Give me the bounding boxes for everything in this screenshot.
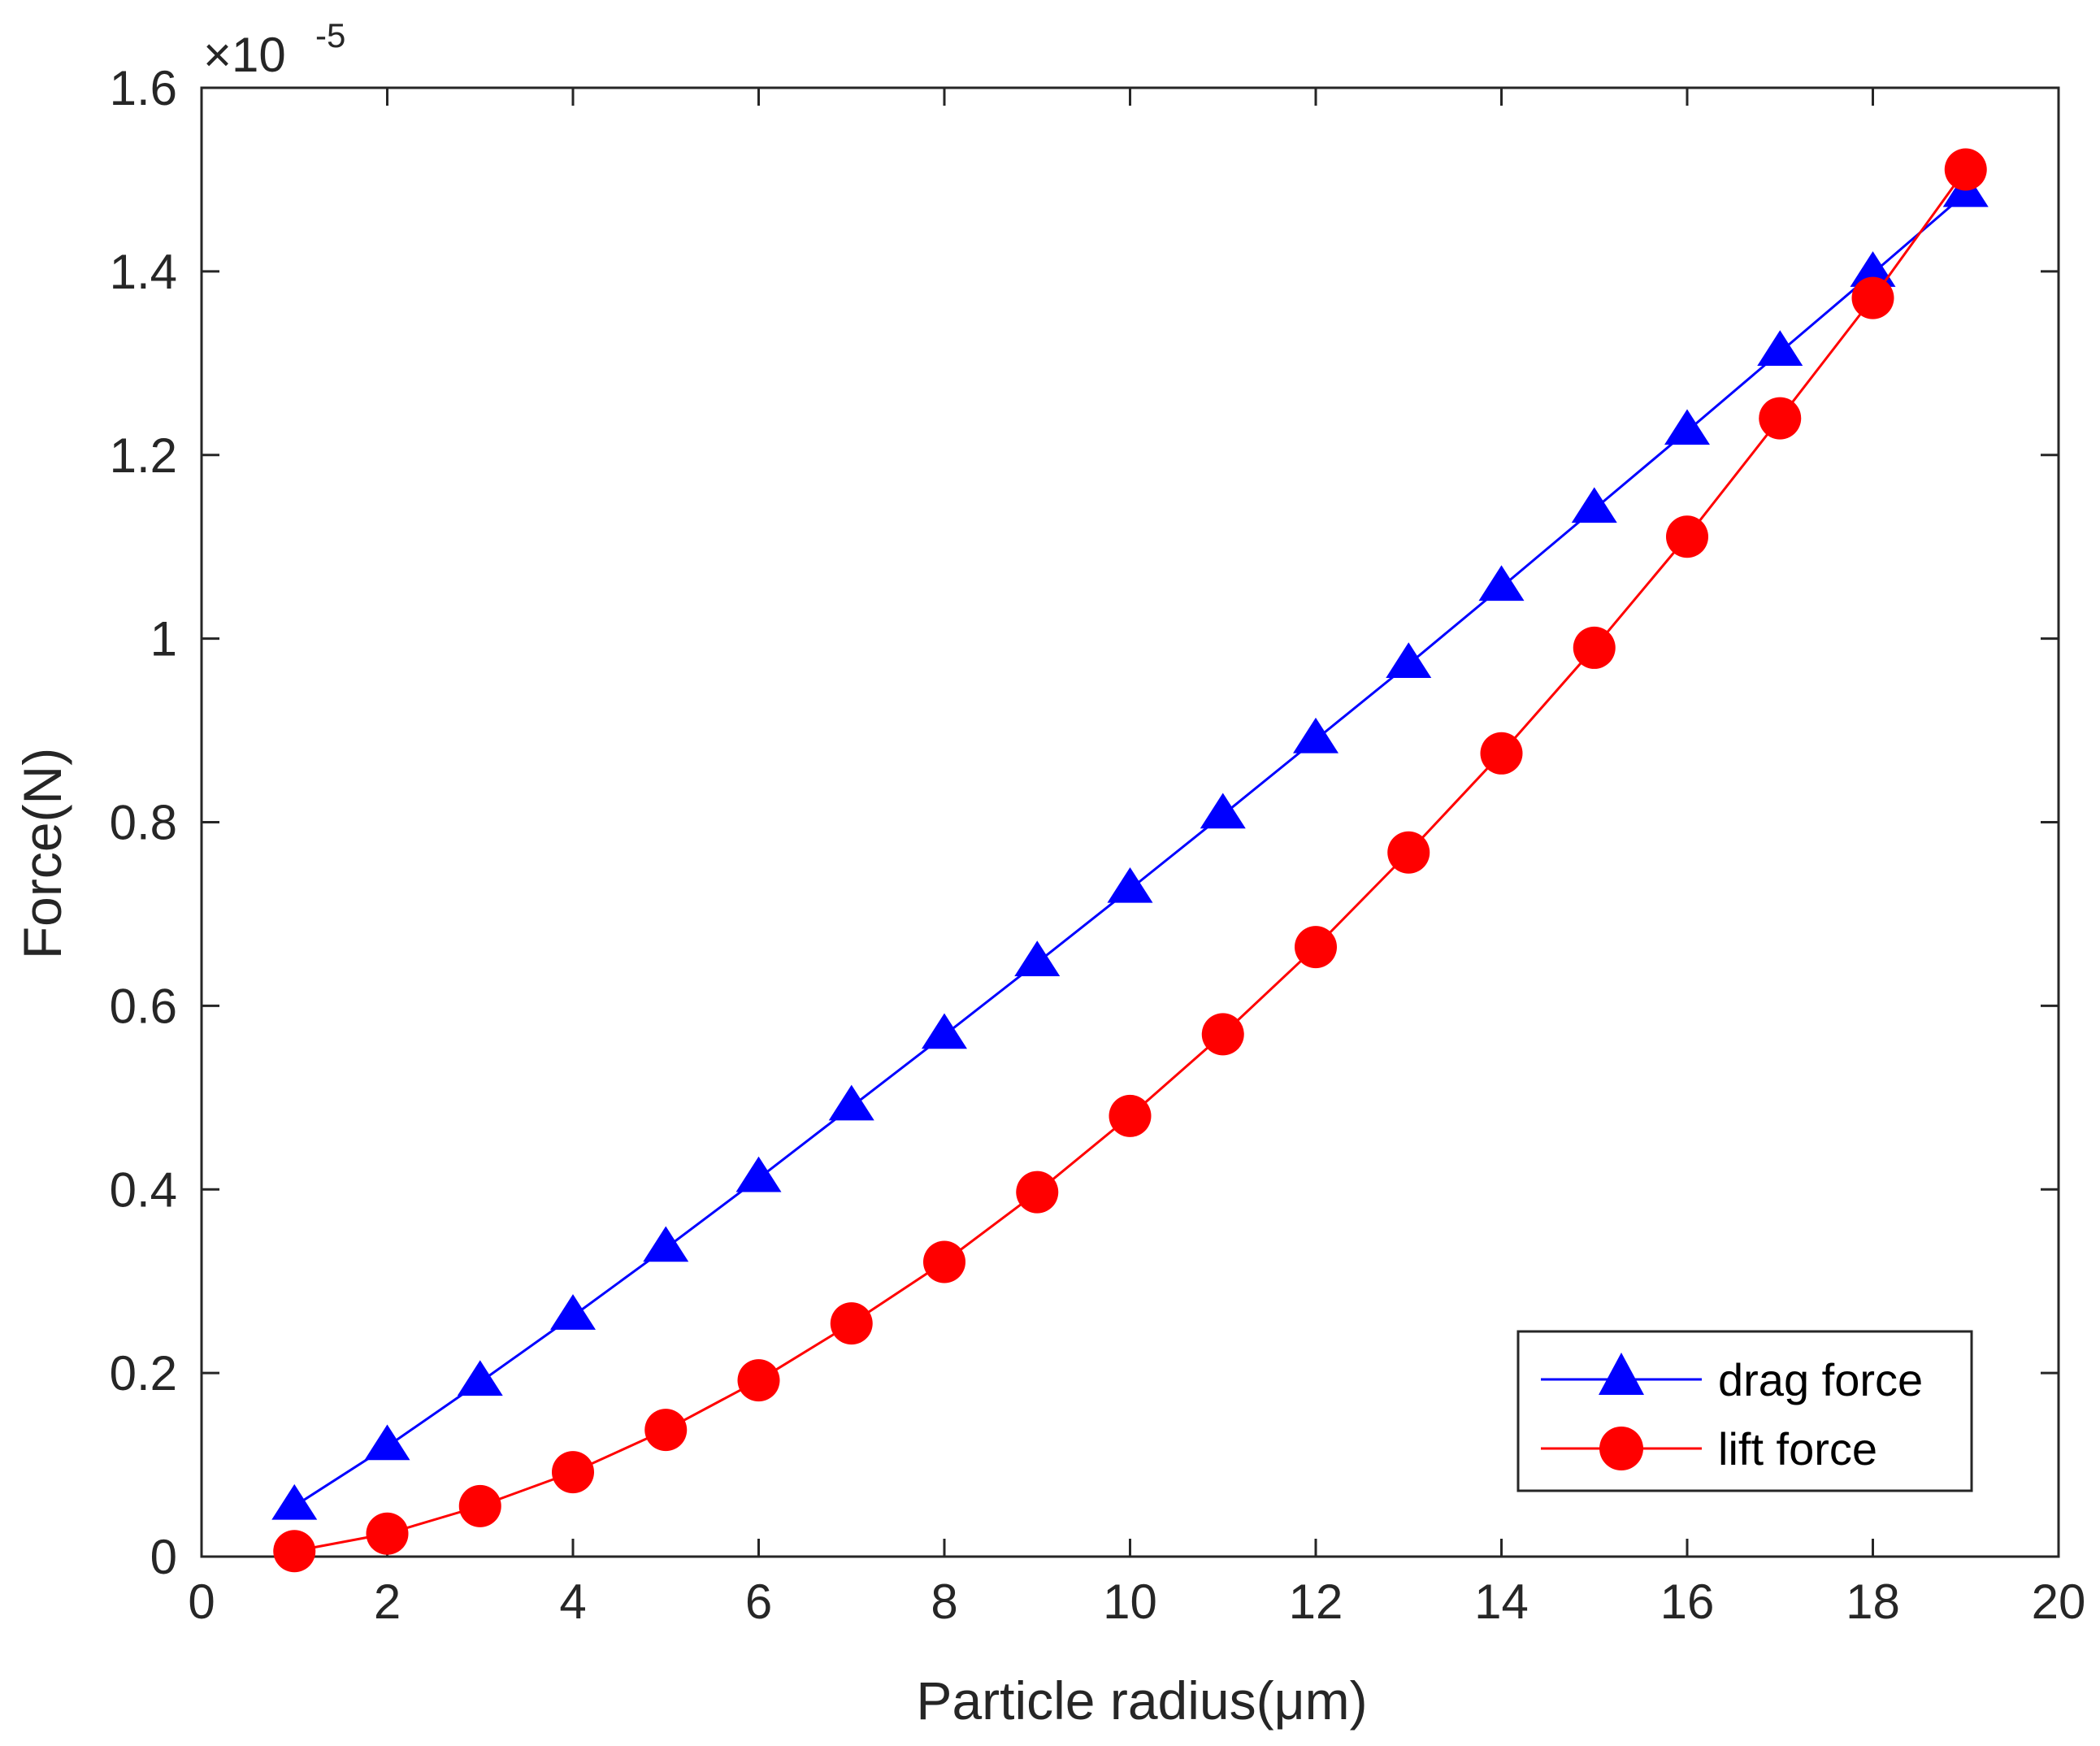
y-tick-label: 0.2 <box>110 1346 177 1401</box>
x-tick-label: 14 <box>1474 1574 1529 1629</box>
data-point-drag-force <box>1571 487 1617 523</box>
series-lift-force <box>273 148 1987 1573</box>
data-point-lift-force <box>1666 515 1708 558</box>
data-point-lift-force <box>1387 831 1430 874</box>
data-point-drag-force <box>1850 251 1896 287</box>
y-tick-label: 0 <box>150 1530 177 1584</box>
data-point-lift-force <box>366 1512 409 1555</box>
legend: drag force lift force <box>1516 1330 1973 1492</box>
data-point-drag-force <box>1014 940 1061 977</box>
data-point-drag-force <box>1293 717 1339 754</box>
data-point-lift-force <box>1851 276 1894 319</box>
y-tick-label: 1.2 <box>110 428 177 483</box>
data-point-lift-force <box>552 1451 594 1494</box>
x-tick-label: 0 <box>188 1574 215 1629</box>
data-point-lift-force <box>923 1240 965 1283</box>
data-point-drag-force <box>550 1294 596 1330</box>
x-tick-label: 20 <box>2032 1574 2086 1629</box>
data-point-lift-force <box>458 1484 501 1527</box>
x-tick-label: 12 <box>1289 1574 1343 1629</box>
data-point-lift-force <box>737 1359 780 1402</box>
data-point-drag-force <box>1664 409 1710 445</box>
y-tick-label: 1 <box>150 612 177 667</box>
data-point-lift-force <box>1295 926 1337 969</box>
legend-lift-marker <box>1599 1427 1643 1470</box>
legend-drag-label: drag force <box>1718 1354 1923 1405</box>
data-point-drag-force <box>1386 642 1432 678</box>
x-tick-label: 16 <box>1660 1574 1715 1629</box>
data-point-lift-force <box>644 1409 688 1452</box>
data-point-lift-force <box>1573 626 1616 669</box>
x-axis-label: Particle radius(μm) <box>916 1670 1367 1731</box>
legend-lift-label: lift force <box>1718 1423 1877 1475</box>
data-point-lift-force <box>1201 1013 1244 1056</box>
data-point-lift-force <box>1016 1171 1059 1214</box>
x-tick-label: 18 <box>1846 1574 1900 1629</box>
y-scale-multiplier: ×10 <box>203 28 286 82</box>
legend-drag-marker <box>1599 1353 1644 1395</box>
plot-area <box>200 86 2060 1558</box>
data-point-drag-force <box>828 1084 874 1121</box>
series-group <box>271 148 1989 1573</box>
y-tick-label: 0.8 <box>110 796 177 850</box>
data-point-lift-force <box>1109 1094 1152 1137</box>
y-tick-label: 0.4 <box>110 1162 177 1217</box>
data-point-drag-force <box>271 1483 318 1520</box>
data-point-drag-force <box>1200 793 1246 829</box>
y-tick-label: 1.4 <box>110 245 177 299</box>
data-point-drag-force <box>457 1360 503 1396</box>
data-point-drag-force <box>922 1013 967 1049</box>
data-point-lift-force <box>830 1302 873 1345</box>
x-tick-label: 10 <box>1103 1574 1157 1629</box>
data-point-drag-force <box>643 1226 689 1262</box>
y-tick-label: 0.6 <box>110 979 177 1033</box>
data-point-lift-force <box>1759 397 1802 440</box>
x-tick-label: 6 <box>745 1574 772 1629</box>
y-tick-label: 1.6 <box>110 61 177 115</box>
x-tick-label: 8 <box>931 1574 957 1629</box>
data-point-lift-force <box>1480 732 1523 775</box>
data-point-drag-force <box>735 1156 782 1192</box>
data-point-drag-force <box>1478 565 1525 602</box>
x-tick-labels: 0 2 4 6 8 10 12 14 16 18 20 <box>188 1574 2085 1629</box>
legend-box <box>1516 1330 1973 1492</box>
data-point-drag-force <box>1757 330 1803 366</box>
data-point-drag-force <box>1107 866 1153 903</box>
data-point-lift-force <box>1944 148 1987 191</box>
data-point-lift-force <box>273 1530 316 1573</box>
x-tick-label: 2 <box>374 1574 401 1629</box>
y-scale-exponent: -5 <box>315 16 345 54</box>
data-point-drag-force <box>364 1424 410 1461</box>
x-tick-label: 4 <box>559 1574 586 1629</box>
y-axis-label: Force(N) <box>12 748 72 959</box>
axis-ticks <box>200 86 2060 1558</box>
y-tick-labels: 0 0.2 0.4 0.6 0.8 1 1.2 1.4 1.6 <box>110 61 177 1584</box>
series-drag-force <box>271 171 1989 1520</box>
